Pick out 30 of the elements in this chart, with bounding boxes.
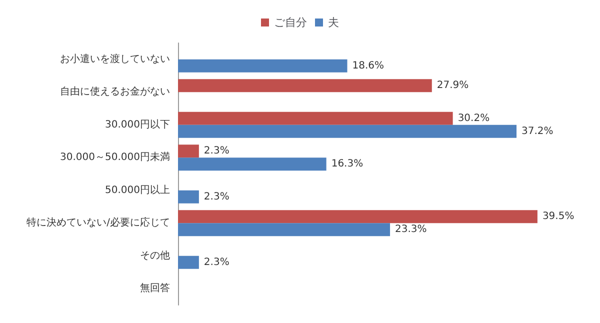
data-label: 39.5%: [542, 211, 574, 222]
bar: [178, 112, 453, 125]
legend-label: 夫: [328, 16, 339, 29]
data-label: 2.3%: [204, 191, 230, 202]
y-tick-label: 30.000～50.000円未満: [60, 151, 170, 164]
data-label: 2.3%: [204, 146, 230, 157]
legend-label: ご自分: [274, 16, 307, 29]
y-tick-label: 30.000円以下: [105, 118, 170, 130]
data-label: 37.2%: [522, 126, 554, 137]
bar: [178, 223, 390, 236]
y-tick-label: 50.000円以上: [105, 184, 170, 196]
bar: [178, 59, 348, 72]
data-label: 27.9%: [436, 80, 469, 92]
y-tick-label: 無回答: [140, 282, 170, 294]
y-tick-label: お小遣いを渡していない: [60, 52, 170, 65]
data-label: 16.3%: [331, 158, 364, 170]
y-tick-label: その他: [140, 249, 170, 262]
data-label: 23.3%: [395, 224, 427, 236]
bar: [178, 190, 199, 204]
bar: [178, 124, 517, 138]
bar: [178, 79, 432, 92]
data-label: 2.3%: [204, 256, 230, 268]
bar: [178, 144, 199, 158]
bar: [178, 210, 538, 224]
y-tick-label: 特に決めていない/必要に応じて: [26, 216, 170, 229]
bar: [178, 158, 326, 171]
y-tick-label: 自由に使えるお金がない: [60, 86, 170, 98]
data-label: 18.6%: [352, 60, 384, 72]
data-label: 30.2%: [458, 112, 490, 124]
bar: [178, 256, 199, 269]
